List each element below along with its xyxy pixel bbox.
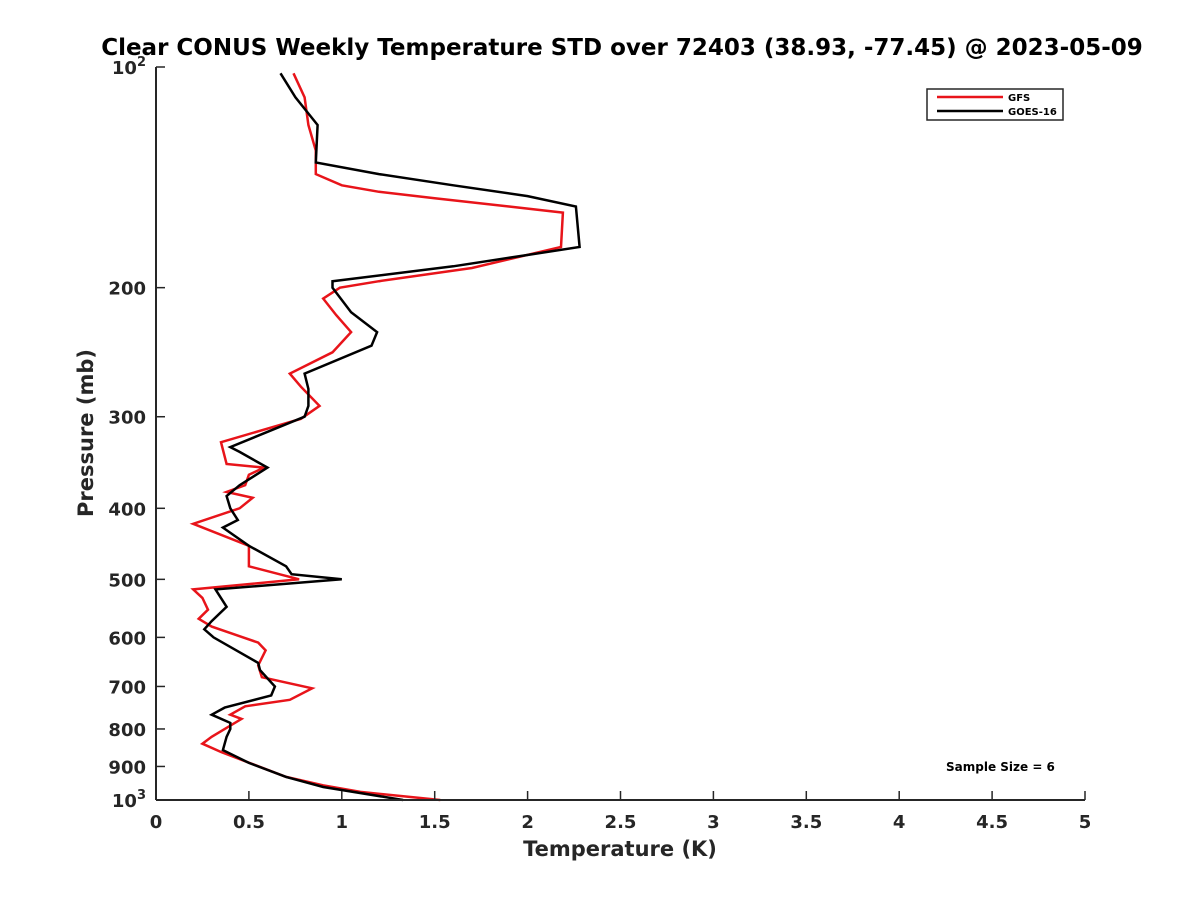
legend: GFS GOES-16	[926, 88, 1064, 121]
y-ticks: 102 200 300 400 500 600 700 800 900 103	[108, 55, 165, 812]
x-tick-label: 5	[1079, 812, 1092, 833]
x-tick-label: 1	[336, 812, 349, 833]
y-tick-label: 102	[112, 55, 146, 79]
x-axis-label: Temperature (K)	[523, 837, 717, 861]
x-tick-label: 1.5	[419, 812, 451, 833]
y-tick-label: 400	[108, 499, 146, 520]
y-tick-label: 103	[112, 788, 146, 812]
y-tick-label: 900	[108, 757, 146, 778]
legend-box	[926, 88, 1064, 121]
sample-size-annotation: Sample Size = 6	[946, 760, 1055, 774]
x-tick-label: 3.5	[790, 812, 822, 833]
series-line-gfs	[189, 72, 565, 802]
y-tick-label: 300	[108, 408, 146, 429]
series-line-goes-16	[202, 72, 581, 802]
y-tick-label: 700	[108, 677, 146, 698]
legend-label-gfs: GFS	[1008, 93, 1030, 104]
plot-area	[189, 72, 581, 802]
chart-title: Clear CONUS Weekly Temperature STD over …	[101, 35, 1143, 61]
x-tick-label: 4.5	[976, 812, 1008, 833]
y-tick-label: 600	[108, 628, 146, 649]
x-tick-label: 4	[893, 812, 906, 833]
axes	[155, 67, 1085, 801]
x-tick-label: 0	[150, 812, 163, 833]
y-tick-label: 800	[108, 720, 146, 741]
x-ticks: 0 0.5 1 1.5 2 2.5 3 3.5 4 4.5 5	[150, 791, 1092, 833]
x-tick-label: 3	[707, 812, 720, 833]
x-tick-label: 0.5	[233, 812, 265, 833]
y-tick-label: 500	[108, 570, 146, 591]
y-tick-label: 200	[108, 279, 146, 300]
y-axis-label: Pressure (mb)	[74, 349, 98, 517]
x-tick-label: 2	[521, 812, 534, 833]
x-tick-label: 2.5	[605, 812, 637, 833]
legend-label-goes16: GOES-16	[1008, 107, 1057, 118]
